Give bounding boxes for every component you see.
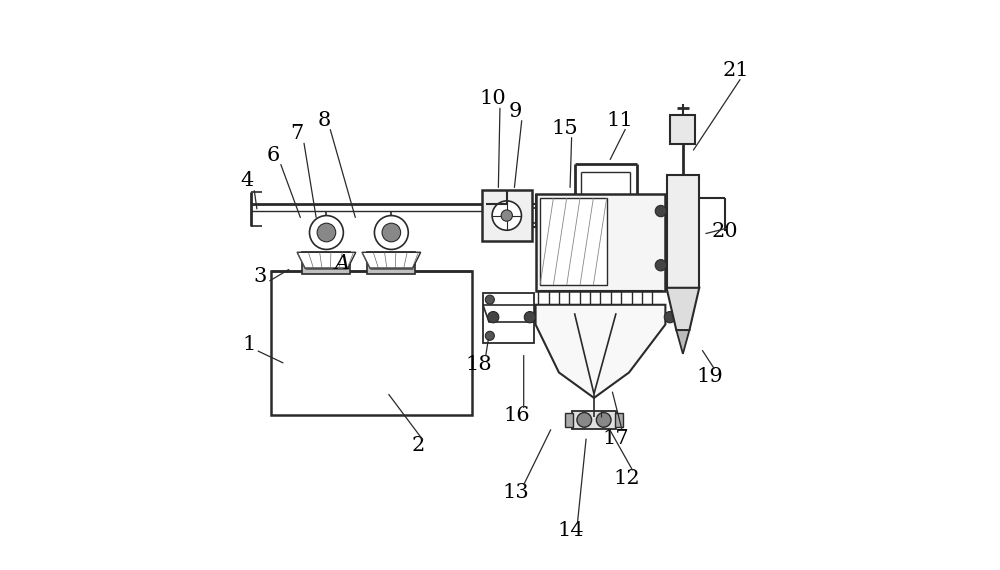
Text: 8: 8	[317, 111, 331, 130]
Polygon shape	[362, 253, 421, 268]
Text: 2: 2	[412, 437, 425, 455]
Bar	[483, 293, 534, 343]
Circle shape	[485, 295, 494, 304]
Circle shape	[596, 413, 611, 428]
Text: 9: 9	[509, 101, 522, 121]
Circle shape	[577, 413, 592, 428]
Circle shape	[374, 215, 408, 250]
Text: 14: 14	[557, 521, 584, 540]
Text: 7: 7	[290, 124, 303, 143]
Text: 6: 6	[266, 146, 280, 165]
Polygon shape	[676, 330, 689, 354]
Circle shape	[501, 210, 512, 221]
Text: 10: 10	[480, 89, 507, 108]
Text: 15: 15	[552, 119, 578, 137]
Bar	[482, 190, 532, 241]
Text: 12: 12	[614, 469, 640, 487]
Circle shape	[485, 331, 494, 340]
Text: 21: 21	[723, 61, 749, 80]
Circle shape	[492, 201, 521, 230]
Circle shape	[317, 223, 336, 242]
Bar	[302, 253, 350, 274]
Text: A: A	[334, 254, 350, 273]
Circle shape	[664, 312, 676, 323]
Circle shape	[524, 312, 536, 323]
Bar	[615, 413, 623, 428]
Bar	[565, 413, 573, 428]
Text: 4: 4	[241, 171, 254, 190]
Text: 11: 11	[606, 111, 633, 130]
Bar	[271, 271, 472, 415]
Text: 17: 17	[602, 429, 629, 448]
Text: 16: 16	[504, 406, 530, 425]
Bar	[670, 115, 695, 144]
Polygon shape	[667, 288, 699, 330]
Bar	[536, 194, 665, 291]
Circle shape	[655, 259, 667, 271]
Text: 18: 18	[465, 355, 492, 373]
Text: 20: 20	[711, 222, 738, 241]
Polygon shape	[536, 305, 665, 398]
Bar	[572, 411, 616, 429]
Polygon shape	[483, 305, 534, 321]
Bar	[367, 253, 415, 274]
Circle shape	[655, 205, 667, 217]
Circle shape	[488, 312, 499, 323]
Circle shape	[310, 215, 343, 250]
Bar	[667, 175, 699, 288]
Text: 13: 13	[502, 483, 529, 502]
Polygon shape	[297, 253, 356, 268]
Bar	[540, 198, 607, 285]
Text: 19: 19	[697, 367, 723, 386]
Text: 3: 3	[253, 267, 267, 286]
Text: 1: 1	[242, 335, 256, 354]
Circle shape	[382, 223, 401, 242]
